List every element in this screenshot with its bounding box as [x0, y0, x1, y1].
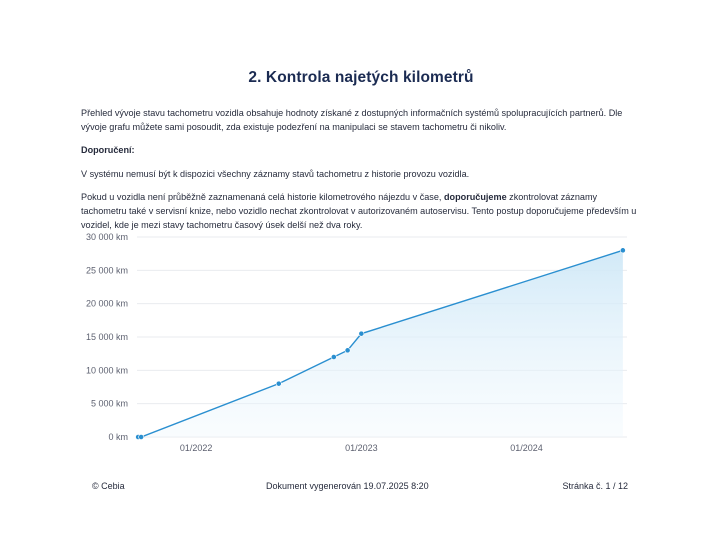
page-title: 2. Kontrola najetých kilometrů — [248, 69, 474, 86]
y-axis-ticks: 0 km 5 000 km 10 000 km 15 000 km 20 000 km 2… — [86, 232, 128, 442]
footer-generated-date: Dokument vygenerován 19.07.2025 8:20 — [266, 481, 429, 491]
recommendation-text-2-bold: doporučujeme — [443, 192, 507, 203]
x-axis-ticks: 01/2022 01/2023 01/2024 — [180, 443, 543, 453]
area-layer — [138, 250, 623, 437]
intro-paragraph: Přehled vývoje stavu tachometru vozidla … — [81, 108, 623, 132]
y-tick-label: 5 000 km — [91, 399, 128, 409]
recommendation-text-2-post: zkontrolovat záznamy tachometru také v s… — [81, 192, 637, 230]
y-tick-label: 0 km — [108, 432, 128, 442]
recommendation-text-2-pre: Pokud u vozidla není průběžně zaznamenan… — [81, 192, 444, 203]
x-tick-label: 01/2022 — [180, 443, 213, 453]
y-tick-label: 25 000 km — [86, 265, 128, 275]
mileage-chart: 0 km 5 000 km 10 000 km 15 000 km 20 000 km 2… — [0, 220, 724, 460]
data-point — [138, 434, 145, 440]
recommendation-text-1: V systému nemusí být k dispozici všechny… — [81, 168, 470, 179]
footer-page-number: Stránka č. 1 / 12 — [562, 481, 628, 491]
mileage-chart-svg: 0 km 5 000 km 10 000 km 15 000 km 20 000 km 2… — [86, 232, 627, 453]
y-tick-label: 15 000 km — [86, 332, 128, 342]
data-point — [358, 330, 365, 337]
x-tick-label: 01/2023 — [345, 443, 378, 453]
footer-copyright: © Cebia — [92, 481, 125, 491]
data-points — [135, 247, 626, 440]
y-tick-label: 20 000 km — [86, 299, 128, 309]
area-fill — [138, 250, 623, 437]
y-tick-label: 30 000 km — [86, 232, 128, 242]
recommendation-heading: Doporučení: — [81, 145, 135, 156]
data-point — [330, 354, 337, 360]
data-point — [344, 347, 351, 354]
y-tick-label: 10 000 km — [86, 365, 128, 375]
data-point — [619, 247, 626, 254]
recommendation-text-2: Pokud u vozidla není průběžně zaznamenan… — [81, 191, 641, 232]
x-tick-label: 01/2024 — [510, 443, 543, 453]
content: 2. Kontrola najetých kilometrů Přehled v… — [81, 69, 641, 242]
data-point — [275, 380, 282, 387]
